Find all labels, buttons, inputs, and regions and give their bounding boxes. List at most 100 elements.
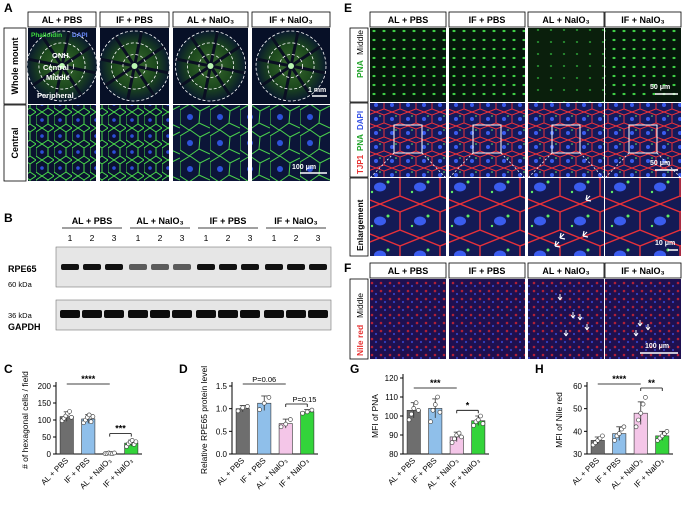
data-point — [452, 436, 457, 442]
a-region-central: Central — [43, 63, 69, 72]
f-arrow — [633, 330, 639, 337]
y-tick-label: 60 — [573, 382, 582, 391]
y-axis-label: MFI of PNA — [370, 394, 380, 438]
a-region-onh: ONH — [52, 51, 69, 60]
e-pna-image — [449, 28, 525, 102]
e-zoom-line — [500, 152, 526, 179]
a-ring-middle — [38, 42, 86, 90]
e-arrow — [582, 230, 589, 238]
y-tick-label: 110 — [385, 393, 398, 402]
a-group-label: IF + PBS — [116, 15, 153, 25]
y-tick-label: 120 — [385, 374, 399, 383]
f-row-stain: Nile red — [355, 325, 365, 356]
a-region-peripheral: Peripheral — [37, 91, 74, 100]
panel-letter-a: A — [4, 1, 13, 15]
y-tick-label: 100 — [385, 412, 399, 421]
data-point — [435, 394, 440, 400]
b-band-rpe65 — [309, 264, 327, 270]
a-wholemount-cut — [256, 57, 292, 68]
data-point — [88, 419, 94, 425]
e-arrow — [585, 194, 592, 202]
e-row2-dapi: DAPI — [356, 111, 365, 130]
data-point — [69, 414, 74, 420]
bar — [235, 408, 250, 455]
f-group-box — [369, 262, 447, 279]
y-tick-label: 1.5 — [216, 382, 228, 391]
a-wholemount-cut — [61, 64, 97, 75]
y-tick-label: 50 — [573, 405, 582, 414]
sig-label: P=0.06 — [252, 375, 276, 384]
data-point — [261, 400, 267, 406]
f-group-box — [604, 262, 682, 279]
a-wholemount-cut — [202, 65, 212, 101]
b-marker-60: 60 kDa — [8, 280, 33, 289]
f-nile-image — [370, 279, 446, 359]
b-band-gapdh — [82, 310, 102, 318]
a-wholemount-cut — [99, 57, 135, 68]
a-wholemount-cut — [209, 31, 219, 67]
e-arrow — [559, 232, 566, 240]
e-enlarge-image — [370, 178, 446, 256]
data-point — [621, 424, 627, 430]
b-band-rpe65 — [129, 264, 147, 270]
y-tick-label: 100 — [38, 416, 52, 425]
e-zoom-box — [472, 124, 502, 154]
a-onh — [288, 63, 294, 69]
b-lane-number: 3 — [316, 233, 321, 243]
data-point — [133, 439, 139, 445]
a-wholemount-cut — [31, 64, 63, 87]
a-wholemount-cut — [289, 65, 312, 97]
a-central-image — [173, 105, 248, 181]
e-scalebar-3-label: 10 μm — [655, 240, 675, 247]
f-group-box — [448, 262, 526, 279]
data-point — [638, 410, 644, 416]
a-group-label: AL + NaIO₃ — [187, 15, 234, 25]
a-wholemount-cut — [133, 31, 143, 67]
b-band-rpe65 — [61, 264, 79, 270]
panel-letter-d: D — [179, 362, 188, 376]
b-blot-rpe65 — [55, 246, 332, 288]
f-nile-image — [528, 279, 604, 359]
f-scalebar-label: 100 μm — [645, 343, 669, 350]
y-axis-label: # of hexagonal cells / field — [20, 371, 30, 469]
a-group-box — [27, 11, 97, 28]
b-group-label: IF + PBS — [210, 216, 247, 226]
e-row1-stain: PNA — [355, 60, 365, 78]
e-tjp1-image — [528, 103, 604, 177]
a-wholemount-cut — [290, 45, 322, 68]
a-ring-outer — [255, 30, 327, 102]
a-central-image — [28, 105, 96, 181]
b-band-gapdh — [150, 310, 170, 318]
e-enlarge-image — [449, 178, 525, 256]
data-point — [633, 424, 639, 430]
a-ring-inner — [279, 54, 303, 78]
y-tick-label: 40 — [573, 427, 582, 436]
a-legend-phalloidin: Phalloidin — [31, 32, 62, 39]
b-lane-number: 2 — [294, 233, 299, 243]
a-ring-inner — [198, 54, 223, 78]
a-wholemount-cut — [113, 35, 136, 67]
data-point — [456, 430, 462, 436]
b-band-gapdh — [196, 310, 216, 318]
a-scalebar-top-label: 1 mm — [308, 87, 326, 94]
y-tick-label: 50 — [42, 433, 51, 442]
b-lane-number: 3 — [112, 233, 117, 243]
data-point — [413, 400, 419, 406]
a-onh — [207, 63, 214, 69]
b-lane-number: 1 — [272, 233, 277, 243]
y-tick-label: 150 — [38, 399, 52, 408]
a-ring-middle — [267, 42, 315, 90]
b-band-gapdh — [128, 310, 148, 318]
a-wholemount-cut — [53, 65, 64, 101]
a-ring-outer — [26, 30, 98, 102]
data-point — [416, 407, 421, 413]
e-group-label: IF + PBS — [469, 15, 506, 25]
data-point — [616, 431, 622, 436]
b-band-gapdh — [264, 310, 284, 318]
f-arrow — [577, 314, 583, 321]
sig-label: *** — [430, 378, 441, 388]
e-arrow — [554, 240, 561, 248]
f-arrow — [584, 324, 590, 331]
f-row-box — [349, 278, 369, 360]
